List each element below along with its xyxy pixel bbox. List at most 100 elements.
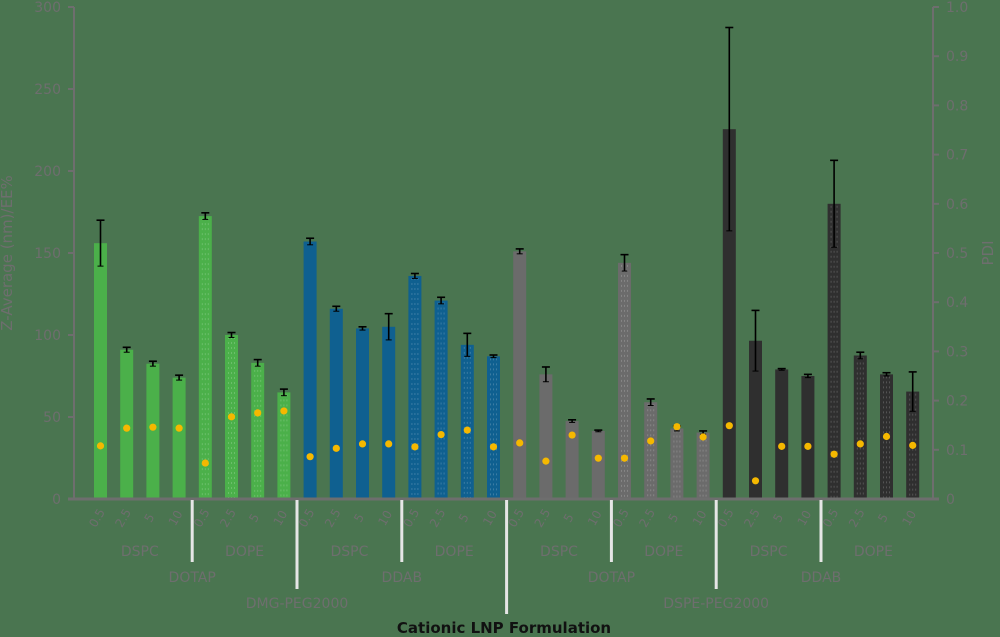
pdi-marker xyxy=(568,431,576,439)
error-bar xyxy=(725,26,734,232)
error-bar xyxy=(437,296,446,305)
x-tick-label: 10 xyxy=(585,508,605,528)
x-tick-label: 5 xyxy=(665,511,681,525)
bar xyxy=(487,356,500,499)
peg-lipid-label: DMG-PEG2000 xyxy=(246,596,349,612)
y2-tick-label: 0.8 xyxy=(946,98,968,114)
pdi-marker xyxy=(254,409,262,417)
bar xyxy=(749,340,762,499)
x-tick-label: 0.5 xyxy=(86,506,108,530)
x-tick-label: 5 xyxy=(351,511,367,525)
helper-lipid-label: DSPC xyxy=(540,544,578,560)
bars-layer xyxy=(94,129,920,500)
bar xyxy=(565,421,579,499)
x-axis-labels: 0.5 2.5 5 10 0.5 2.5 5 10 0.5 2.5 5 10 0.5 2.5 5 10 0.5 2… xyxy=(86,500,919,614)
helper-lipid-label: DSPC xyxy=(121,544,159,560)
x-tick-label: 0.5 xyxy=(401,506,423,530)
cationic-lipid-label: DOTAP xyxy=(169,570,216,586)
y2-tick-label: 0.5 xyxy=(946,246,968,262)
pdi-marker xyxy=(385,440,393,448)
pdi-marker xyxy=(489,443,498,451)
pdi-marker xyxy=(227,413,236,421)
pdi-marker xyxy=(542,457,550,465)
pdi-marker xyxy=(804,442,812,450)
pdi-marker xyxy=(778,442,786,450)
pdi-marker xyxy=(201,459,209,467)
x-tick-label: 0.5 xyxy=(820,506,842,530)
x-tick-label: 2.5 xyxy=(741,506,763,530)
error-bar xyxy=(594,429,603,433)
y-tick-label: 150 xyxy=(34,246,61,262)
x-tick-label: 0.5 xyxy=(296,506,318,530)
error-bar xyxy=(568,418,577,423)
pdi-marker xyxy=(620,454,629,462)
x-tick-label: 0.5 xyxy=(715,506,737,530)
pdi-marker xyxy=(830,450,838,458)
y-tick-label: 200 xyxy=(34,164,61,180)
x-tick-label: 2.5 xyxy=(217,506,239,530)
bar xyxy=(120,349,134,499)
bar xyxy=(146,363,160,499)
error-bar xyxy=(830,159,839,248)
error-bar xyxy=(384,312,393,341)
error-bar xyxy=(751,309,760,372)
bar xyxy=(460,344,474,499)
bar xyxy=(801,376,815,499)
bar xyxy=(303,241,317,499)
error-bar xyxy=(777,367,786,371)
error-bar xyxy=(489,354,498,359)
error-bar xyxy=(306,237,315,246)
bar xyxy=(722,129,736,499)
x-tick-label: 10 xyxy=(690,508,710,528)
x-tick-label: 5 xyxy=(875,511,891,525)
x-tick-label: 0.5 xyxy=(610,506,632,530)
pdi-marker xyxy=(725,422,733,430)
x-tick-label: 10 xyxy=(375,508,395,528)
axes-layer: 0 50 100 150 200 250 300 0 0.1 0.2 0.3 0.4 0.5 0.6 0.7… xyxy=(34,0,968,508)
pdi-marker xyxy=(411,443,419,451)
bar xyxy=(198,216,212,499)
pdi-marker xyxy=(175,424,183,432)
helper-lipid-label: DSPC xyxy=(750,544,788,560)
bar xyxy=(591,430,605,499)
error-bar xyxy=(332,305,341,312)
x-tick-label: 10 xyxy=(166,508,186,528)
x-tick-label: 5 xyxy=(246,511,262,525)
y-tick-label: 50 xyxy=(43,410,61,426)
pdi-marker xyxy=(149,423,157,431)
error-bar xyxy=(620,253,629,272)
bar xyxy=(670,428,684,499)
bar xyxy=(329,308,343,499)
x-tick-label: 2.5 xyxy=(427,506,449,530)
bar xyxy=(644,402,658,499)
y2-axis-title: PDI xyxy=(979,240,997,265)
peg-lipid-label: DSPE-PEG2000 xyxy=(663,596,769,612)
error-bar xyxy=(908,371,917,412)
bar xyxy=(251,362,265,499)
helper-lipid-label: DOPE xyxy=(854,544,893,560)
bar xyxy=(356,328,369,499)
pdi-marker xyxy=(123,424,131,432)
bar xyxy=(539,374,553,499)
bar xyxy=(513,251,527,499)
y2-tick-label: 0 xyxy=(946,492,955,508)
pdi-marker xyxy=(332,444,340,452)
pdi-marker xyxy=(437,430,445,439)
pdi-marker xyxy=(673,423,681,431)
pdi-marker xyxy=(856,440,864,448)
bar xyxy=(172,377,186,499)
x-tick-label: 5 xyxy=(561,511,577,525)
y-tick-label: 300 xyxy=(34,0,61,16)
pdi-marker xyxy=(909,441,917,449)
bar xyxy=(775,369,789,499)
x-tick-label: 2.5 xyxy=(846,506,868,530)
pdi-marker xyxy=(463,426,471,434)
y2-tick-label: 0.4 xyxy=(946,295,968,311)
x-tick-label: 2.5 xyxy=(636,506,658,530)
pdi-marker xyxy=(516,439,524,447)
pdi-marker xyxy=(882,432,891,441)
helper-lipid-label: DOPE xyxy=(644,544,683,560)
error-bar xyxy=(803,373,812,379)
y-axis-title: Z-Average (nm)/EE% xyxy=(0,175,16,331)
